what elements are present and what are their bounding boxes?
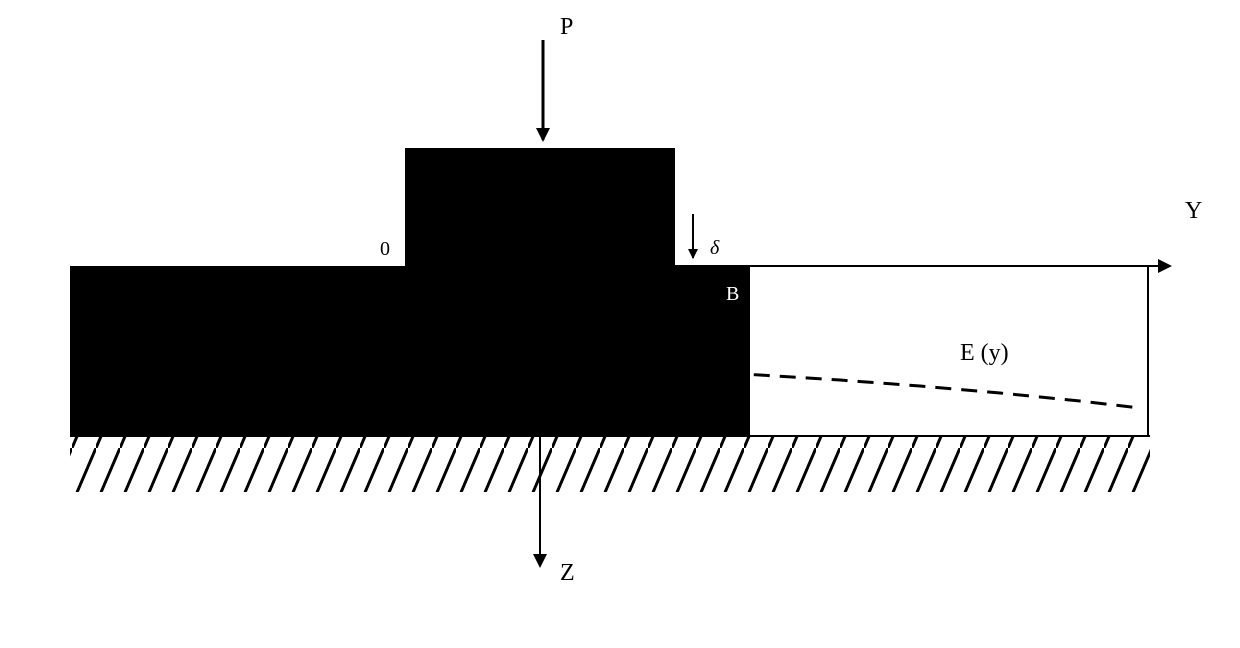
ground-hatch — [70, 436, 1150, 492]
label-z-axis: Z — [560, 560, 575, 586]
label-p: P — [560, 14, 573, 40]
label-zero: 0 — [380, 238, 390, 260]
upper-block — [405, 148, 675, 266]
lower-block — [70, 266, 750, 436]
label-b: B — [726, 283, 739, 305]
label-y-axis: Y — [1185, 198, 1202, 224]
diagram-canvas: P 0 δ Y Z E (y) B — [0, 0, 1240, 648]
label-delta: δ — [710, 237, 720, 259]
label-e-y: E (y) — [960, 340, 1009, 366]
